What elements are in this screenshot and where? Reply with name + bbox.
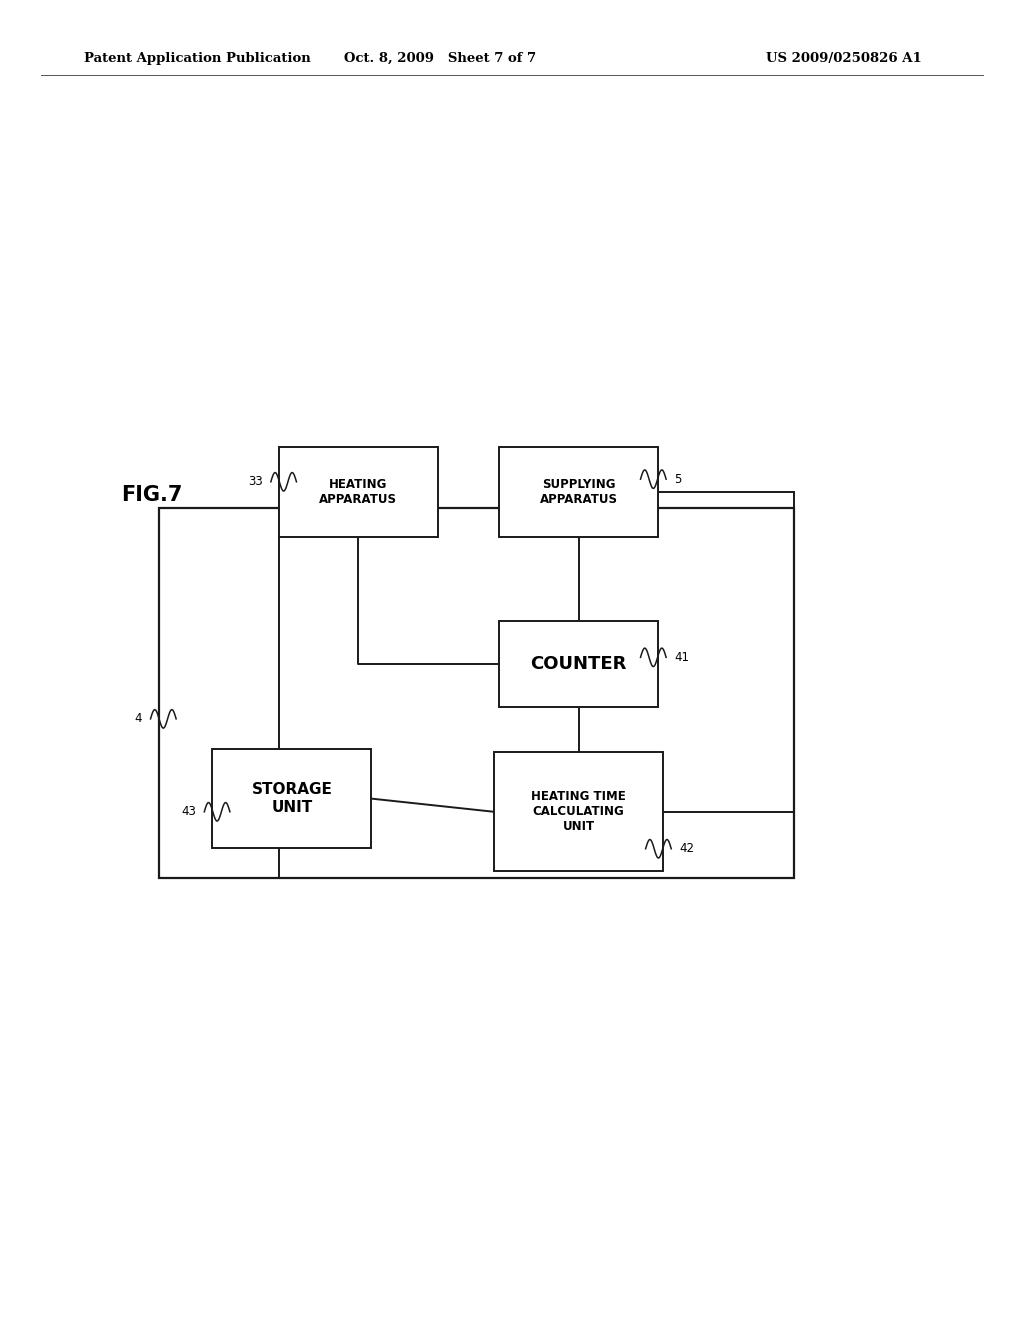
Text: STORAGE
UNIT: STORAGE UNIT — [252, 783, 332, 814]
Text: 33: 33 — [248, 475, 262, 488]
Text: 43: 43 — [181, 805, 196, 818]
Text: Oct. 8, 2009   Sheet 7 of 7: Oct. 8, 2009 Sheet 7 of 7 — [344, 51, 537, 65]
Bar — [159, 508, 794, 878]
Text: 4: 4 — [135, 713, 142, 726]
Text: 42: 42 — [680, 842, 694, 855]
Text: HEATING
APPARATUS: HEATING APPARATUS — [319, 478, 397, 507]
Text: COUNTER: COUNTER — [530, 655, 627, 673]
Text: FIG.7: FIG.7 — [121, 484, 182, 506]
Text: HEATING TIME
CALCULATING
UNIT: HEATING TIME CALCULATING UNIT — [531, 791, 626, 833]
Bar — [279, 447, 438, 537]
Bar — [499, 620, 657, 708]
Text: 5: 5 — [674, 473, 682, 486]
Text: US 2009/0250826 A1: US 2009/0250826 A1 — [766, 51, 922, 65]
Bar — [494, 752, 664, 871]
Text: SUPPLYING
APPARATUS: SUPPLYING APPARATUS — [540, 478, 617, 507]
Bar — [499, 447, 657, 537]
Text: Patent Application Publication: Patent Application Publication — [84, 51, 310, 65]
Text: 41: 41 — [674, 651, 689, 664]
Bar — [212, 748, 371, 847]
